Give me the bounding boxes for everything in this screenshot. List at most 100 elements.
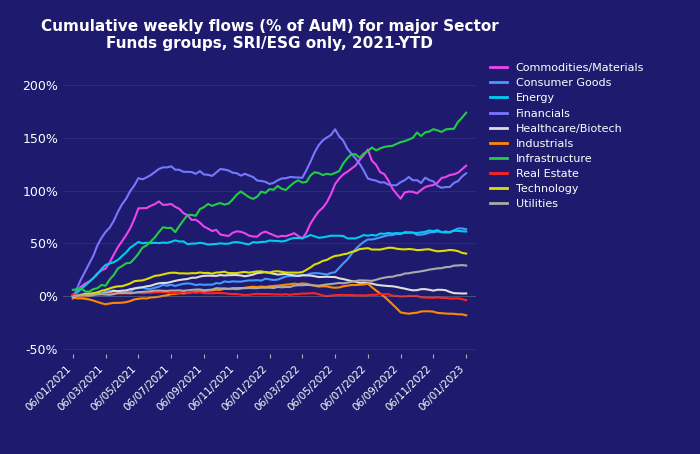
- Healthcare/Biotech: [85, 291, 93, 297]
- Commodities/Materials: [363, 147, 372, 152]
- Infrastructure: [102, 283, 110, 288]
- Commodities/Materials: [69, 292, 77, 298]
- Legend: Commodities/Materials, Consumer Goods, Energy, Financials, Healthcare/Biotech, I: Commodities/Materials, Consumer Goods, E…: [486, 59, 648, 214]
- Infrastructure: [175, 223, 183, 229]
- Infrastructure: [270, 187, 278, 192]
- Commodities/Materials: [265, 231, 274, 236]
- Healthcare/Biotech: [380, 283, 389, 288]
- Technology: [265, 270, 274, 276]
- Utilities: [81, 292, 90, 298]
- Line: Technology: Technology: [73, 248, 466, 297]
- Real Estate: [171, 290, 179, 296]
- Consumer Goods: [458, 226, 466, 231]
- Technology: [294, 270, 302, 276]
- Technology: [97, 288, 106, 294]
- Consumer Goods: [462, 227, 470, 232]
- Line: Industrials: Industrials: [73, 283, 466, 315]
- Industrials: [265, 284, 274, 289]
- Consumer Goods: [298, 272, 307, 278]
- Energy: [171, 237, 179, 243]
- Infrastructure: [298, 180, 307, 185]
- Line: Energy: Energy: [73, 230, 466, 296]
- Financials: [331, 127, 340, 132]
- Technology: [81, 291, 90, 296]
- Industrials: [462, 312, 470, 318]
- Consumer Goods: [376, 235, 384, 240]
- Energy: [294, 235, 302, 241]
- Industrials: [69, 295, 77, 300]
- Line: Healthcare/Biotech: Healthcare/Biotech: [73, 272, 466, 296]
- Real Estate: [298, 291, 307, 296]
- Financials: [97, 235, 106, 241]
- Energy: [372, 233, 380, 238]
- Consumer Goods: [175, 282, 183, 287]
- Consumer Goods: [69, 293, 77, 299]
- Healthcare/Biotech: [302, 273, 311, 278]
- Real Estate: [69, 292, 77, 298]
- Energy: [81, 283, 90, 288]
- Healthcare/Biotech: [69, 293, 77, 298]
- Line: Consumer Goods: Consumer Goods: [73, 228, 466, 296]
- Utilities: [458, 262, 466, 268]
- Financials: [81, 269, 90, 274]
- Line: Real Estate: Real Estate: [73, 292, 466, 300]
- Technology: [372, 247, 380, 252]
- Utilities: [372, 277, 380, 282]
- Commodities/Materials: [97, 268, 106, 273]
- Financials: [294, 175, 302, 180]
- Energy: [69, 293, 77, 298]
- Technology: [389, 245, 397, 251]
- Utilities: [97, 291, 106, 297]
- Commodities/Materials: [462, 163, 470, 168]
- Infrastructure: [81, 289, 90, 294]
- Technology: [462, 251, 470, 257]
- Financials: [265, 181, 274, 187]
- Healthcare/Biotech: [462, 291, 470, 296]
- Real Estate: [81, 293, 90, 298]
- Healthcare/Biotech: [175, 277, 183, 283]
- Energy: [462, 229, 470, 234]
- Consumer Goods: [102, 289, 110, 294]
- Energy: [265, 238, 274, 243]
- Financials: [69, 296, 77, 301]
- Healthcare/Biotech: [274, 272, 282, 277]
- Utilities: [69, 294, 77, 299]
- Infrastructure: [462, 110, 470, 115]
- Consumer Goods: [270, 277, 278, 283]
- Commodities/Materials: [171, 204, 179, 210]
- Utilities: [171, 288, 179, 293]
- Line: Utilities: Utilities: [73, 265, 466, 296]
- Energy: [97, 266, 106, 272]
- Infrastructure: [69, 287, 77, 293]
- Industrials: [298, 281, 307, 286]
- Line: Commodities/Materials: Commodities/Materials: [73, 149, 466, 295]
- Financials: [171, 167, 179, 173]
- Industrials: [81, 296, 90, 301]
- Consumer Goods: [85, 293, 93, 299]
- Real Estate: [462, 297, 470, 303]
- Utilities: [265, 285, 274, 291]
- Consumer Goods: [77, 294, 85, 299]
- Industrials: [97, 301, 106, 306]
- Industrials: [171, 291, 179, 296]
- Infrastructure: [376, 146, 384, 151]
- Commodities/Materials: [376, 169, 384, 175]
- Real Estate: [179, 289, 188, 295]
- Commodities/Materials: [294, 233, 302, 239]
- Financials: [462, 171, 470, 176]
- Healthcare/Biotech: [261, 269, 270, 275]
- Real Estate: [376, 291, 384, 296]
- Line: Infrastructure: Infrastructure: [73, 113, 466, 292]
- Title: Cumulative weekly flows (% of AuM) for major Sector
Funds groups, SRI/ESG only, : Cumulative weekly flows (% of AuM) for m…: [41, 19, 498, 51]
- Utilities: [294, 282, 302, 288]
- Healthcare/Biotech: [73, 293, 81, 299]
- Industrials: [294, 281, 302, 287]
- Real Estate: [97, 291, 106, 297]
- Energy: [433, 227, 442, 233]
- Real Estate: [270, 291, 278, 297]
- Line: Financials: Financials: [73, 129, 466, 299]
- Commodities/Materials: [81, 281, 90, 286]
- Financials: [376, 180, 384, 185]
- Infrastructure: [85, 289, 93, 295]
- Technology: [171, 270, 179, 276]
